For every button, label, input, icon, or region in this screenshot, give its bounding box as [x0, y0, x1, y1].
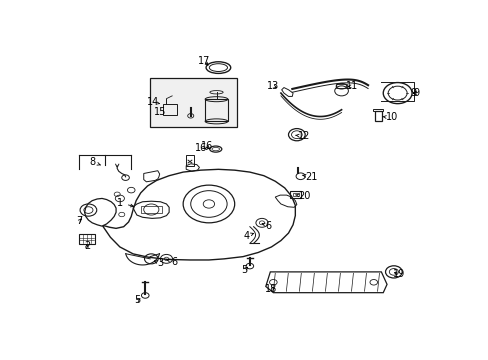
- Text: 11: 11: [346, 81, 358, 91]
- Text: 15: 15: [154, 107, 166, 117]
- Bar: [79, 234, 95, 244]
- Text: 7: 7: [76, 216, 82, 226]
- Text: 1: 1: [117, 198, 133, 208]
- Text: 5: 5: [241, 265, 247, 275]
- Text: 9: 9: [409, 88, 416, 98]
- Bar: [336, 84, 346, 88]
- Bar: [374, 111, 381, 121]
- Text: 19: 19: [392, 269, 405, 279]
- Text: 5: 5: [134, 296, 141, 305]
- Text: 9: 9: [413, 88, 419, 98]
- Text: 12: 12: [295, 131, 310, 141]
- Text: 8: 8: [89, 157, 101, 167]
- Bar: [186, 155, 193, 166]
- Text: 3: 3: [154, 258, 163, 268]
- Text: 13: 13: [266, 81, 278, 91]
- Bar: [205, 99, 227, 121]
- Text: 21: 21: [302, 172, 317, 182]
- Text: 20: 20: [295, 191, 310, 201]
- Text: 17: 17: [197, 56, 209, 66]
- Text: 14: 14: [146, 97, 159, 107]
- Bar: [141, 206, 161, 213]
- Bar: [292, 193, 298, 197]
- Bar: [163, 104, 177, 115]
- Text: 16: 16: [194, 143, 209, 153]
- Text: 6: 6: [262, 221, 271, 231]
- Bar: [290, 191, 301, 198]
- Text: 16: 16: [200, 141, 212, 151]
- Text: 4: 4: [243, 231, 253, 241]
- Text: 2: 2: [83, 241, 90, 251]
- Text: 6: 6: [167, 257, 177, 267]
- Bar: [150, 78, 237, 127]
- Text: 18: 18: [265, 284, 277, 294]
- Text: 10: 10: [382, 112, 397, 122]
- Bar: [373, 109, 383, 111]
